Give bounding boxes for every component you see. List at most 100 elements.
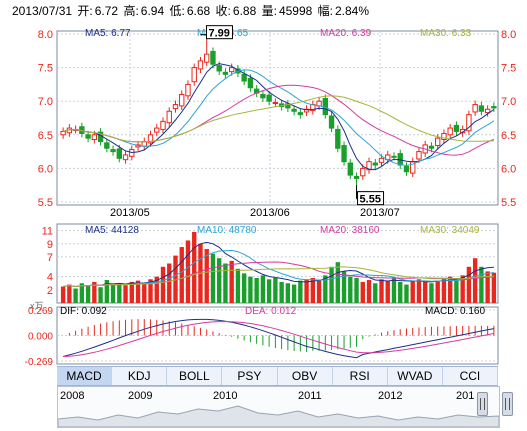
candle-body <box>228 67 235 73</box>
candle-body <box>466 114 472 132</box>
high-marker-box <box>205 25 233 40</box>
candle-body <box>459 128 466 134</box>
overview-year-label: 2010 <box>213 390 238 402</box>
volume-bar <box>148 279 153 303</box>
candle-body <box>447 127 453 136</box>
candle-body <box>453 124 460 132</box>
volume-tick: 2 <box>47 285 53 297</box>
header-high: 6.94 <box>140 4 165 18</box>
volume-bar <box>79 283 85 303</box>
range-handle-left[interactable] <box>477 392 488 416</box>
overview-year-label: 2011 <box>298 390 322 402</box>
volume-bar <box>223 263 228 303</box>
volume-bar <box>410 280 415 303</box>
candle-body <box>297 112 304 116</box>
volume-bar <box>291 284 297 303</box>
tab-kdj[interactable]: KDJ <box>112 367 168 385</box>
volume-legend-item: MA10: 48780 <box>197 225 257 236</box>
candle-body <box>204 53 210 63</box>
price-tick-right: 6.5 <box>501 130 516 142</box>
volume-tick: 9 <box>47 239 53 251</box>
volume-bar <box>391 277 397 303</box>
volume-bar <box>348 276 353 303</box>
volume-bar <box>323 275 328 303</box>
candle-body <box>285 103 291 109</box>
candle-body <box>291 108 297 112</box>
volume-tick: 7 <box>47 252 53 264</box>
header-change: 2.84% <box>335 4 370 18</box>
candle-body <box>222 71 229 75</box>
volume-bar <box>316 279 322 303</box>
volume-bar <box>354 277 359 303</box>
candle-body <box>191 67 197 83</box>
indicator-tabs: MACD KDJ BOLL PSY OBV RSI WVAD CCI <box>57 366 498 386</box>
volume-bar <box>123 285 128 303</box>
price-tick-right: 5.5 <box>501 197 516 209</box>
candle-body <box>247 77 254 89</box>
header-open-label: 开: <box>77 4 93 18</box>
header-close-label: 收: <box>215 4 231 18</box>
volume-bar <box>485 271 490 303</box>
candle-body <box>122 154 129 161</box>
volume-legend-item: MA5: 44128 <box>85 225 139 236</box>
volume-bar <box>304 279 309 303</box>
volume-bar <box>154 276 159 303</box>
volume-bar <box>185 240 191 303</box>
volume-bar <box>460 275 465 303</box>
header-high-label: 高: <box>123 4 139 18</box>
tab-macd[interactable]: MACD <box>57 367 113 385</box>
volume-bar <box>167 263 172 303</box>
macd-legend-item: DEA: 0.012 <box>245 306 297 317</box>
candle-body <box>85 134 91 139</box>
volume-bar <box>341 271 347 303</box>
timeline-overview[interactable]: 2008 2009 2010 2011 2012 201 <box>57 386 500 428</box>
high-marker: 7.99 <box>208 28 229 40</box>
volume-bar <box>217 258 222 303</box>
volume-bar <box>204 249 209 303</box>
volume-bar <box>285 283 291 303</box>
header-change-label: 幅: <box>317 4 333 18</box>
price-tick-right: 6.0 <box>501 163 516 175</box>
header-open: 6.72 <box>94 4 119 18</box>
overview-year-label: 2009 <box>128 390 153 402</box>
tab-cci[interactable]: CCI <box>443 367 498 385</box>
tab-psy[interactable]: PSY <box>222 367 278 385</box>
volume-bar <box>210 253 216 303</box>
low-marker-box <box>357 191 385 206</box>
candle-body <box>347 162 353 176</box>
candle-body <box>341 145 347 163</box>
price-legend-item: MA30: 6.33 <box>420 28 472 39</box>
price-tick-left: 6.5 <box>38 130 53 142</box>
tab-wvad[interactable]: WVAD <box>388 367 443 385</box>
candle-body <box>91 134 98 141</box>
candle-body <box>366 161 372 171</box>
date-tick: 2013/07 <box>360 207 400 219</box>
header-close: 6.88 <box>232 4 257 18</box>
price-tick-right: 7.5 <box>501 63 516 75</box>
volume-bar <box>491 272 497 303</box>
volume-bar <box>373 283 378 303</box>
tab-rsi[interactable]: RSI <box>333 367 388 385</box>
candle-body <box>416 151 422 160</box>
volume-bar <box>192 231 197 303</box>
tab-obv[interactable]: OBV <box>278 367 333 385</box>
volume-bar <box>416 279 422 303</box>
volume-bar <box>248 276 253 303</box>
range-handle-right[interactable] <box>502 392 513 416</box>
candle-body <box>441 132 447 141</box>
volume-bar <box>173 255 178 303</box>
overview-year-label: 201 <box>456 390 475 402</box>
candle-body <box>216 65 222 72</box>
volume-legend-item: MA30: 34049 <box>420 225 480 236</box>
candle-body <box>179 93 185 107</box>
price-header: 2013/07/31 开: 6.72 高: 6.94 低: 6.68 收: 6.88 量… <box>12 2 371 19</box>
volume-bar <box>85 285 91 303</box>
tab-boll[interactable]: BOLL <box>167 367 223 385</box>
candle-body <box>478 105 485 112</box>
candle-body <box>428 145 435 149</box>
volume-bar <box>229 260 234 303</box>
volume-tick: 11 <box>42 226 53 238</box>
candle-body <box>360 167 366 177</box>
header-date: 2013/07/31 <box>12 4 73 18</box>
